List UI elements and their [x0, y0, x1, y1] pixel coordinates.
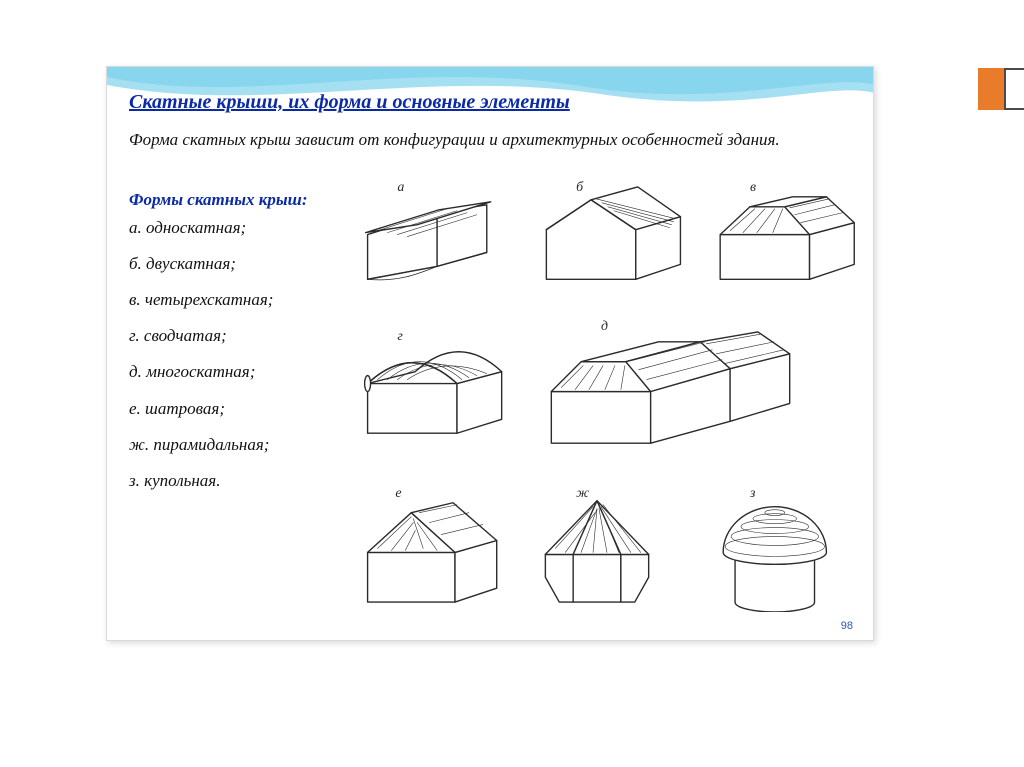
list-heading: Формы скатных крыш:	[129, 189, 329, 211]
roof-a-icon: а	[366, 180, 491, 280]
svg-text:а: а	[397, 180, 404, 195]
list-item: д. многоскатная;	[129, 361, 329, 383]
roof-e-icon: е	[368, 486, 497, 602]
accent-bar-fill	[978, 68, 1004, 110]
list-item: ж. пирамидальная;	[129, 434, 329, 456]
roof-d-icon: д	[551, 319, 789, 443]
list-item: в. четырехскатная;	[129, 289, 329, 311]
slide-card: Скатные крыши, их форма и основные элеме…	[106, 66, 874, 641]
roof-b-icon: б	[546, 180, 680, 279]
roof-zh-icon: ж	[545, 486, 648, 602]
list-item: г. сводчатая;	[129, 325, 329, 347]
svg-text:е: е	[395, 486, 401, 501]
svg-text:б: б	[576, 180, 584, 195]
accent-bar-outline	[1004, 68, 1024, 110]
svg-text:ж: ж	[576, 486, 589, 501]
list-item: б. двускатная;	[129, 253, 329, 275]
svg-text:в: в	[750, 180, 756, 195]
roof-z-icon: з	[723, 486, 826, 612]
svg-text:з: з	[749, 486, 756, 501]
svg-text:д: д	[601, 319, 608, 334]
list-item: е. шатровая;	[129, 398, 329, 420]
list-item: з. купольная.	[129, 470, 329, 492]
intro-text: Форма скатных крыш зависит от конфигурац…	[129, 129, 851, 152]
svg-text:г: г	[397, 329, 403, 344]
roof-types-list: Формы скатных крыш: а. односкатная; б. д…	[129, 189, 329, 506]
roof-v-icon: в	[720, 180, 854, 279]
page-number: 98	[841, 620, 853, 632]
slide-title: Скатные крыши, их форма и основные элеме…	[129, 91, 570, 114]
roof-g-icon: г	[365, 329, 502, 433]
accent-bars	[978, 68, 1024, 110]
roof-diagrams: а	[337, 175, 861, 612]
list-item: а. односкатная;	[129, 217, 329, 239]
